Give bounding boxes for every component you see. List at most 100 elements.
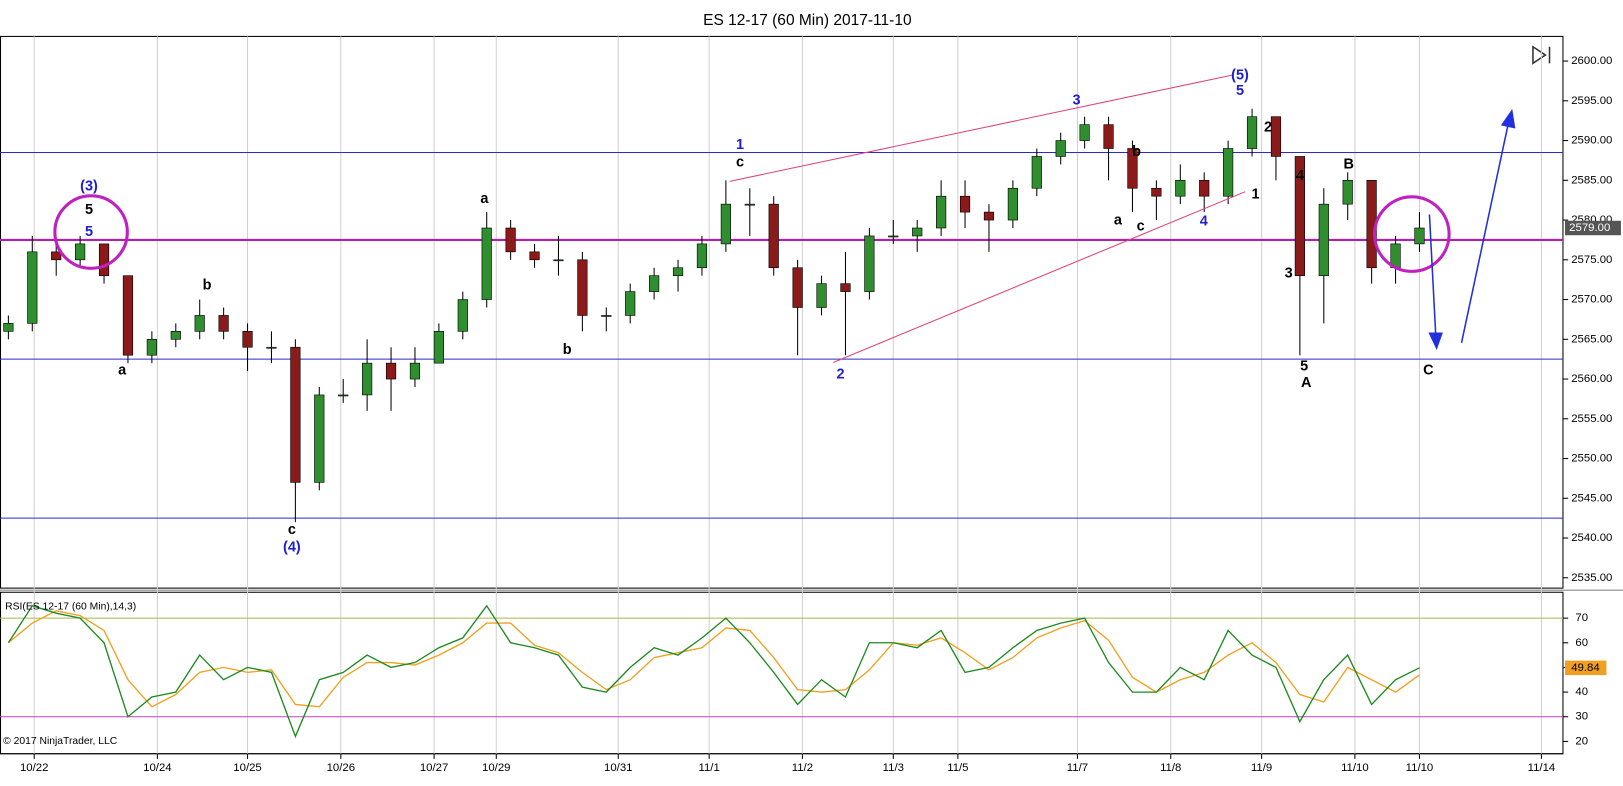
x-tick-label: 11/5 xyxy=(947,762,968,774)
candle-body xyxy=(1127,148,1138,189)
wave-label: c xyxy=(736,155,744,171)
wave-label: 5 xyxy=(1236,83,1244,99)
y-tick-label: 20 xyxy=(1575,735,1588,747)
wave-label: 5 xyxy=(85,224,93,240)
rsi-line xyxy=(7,604,1420,739)
y-tick-label: 2570.00 xyxy=(1571,294,1612,306)
wave-label: b xyxy=(203,278,212,294)
highlight-circle xyxy=(1373,195,1451,273)
candle-body xyxy=(218,315,229,332)
x-tick-label: 11/10 xyxy=(1341,762,1369,774)
y-tick-label: 2595.00 xyxy=(1571,95,1612,107)
candle-body xyxy=(146,338,157,356)
candle-body xyxy=(98,243,110,277)
highlight-circle xyxy=(53,194,129,270)
x-tick-label: 11/8 xyxy=(1160,762,1181,774)
candle-body xyxy=(481,227,492,300)
wave-label: (4) xyxy=(283,540,301,556)
candle-body xyxy=(577,259,588,316)
last-rsi-label: 49.84 xyxy=(1571,662,1599,674)
candle-body xyxy=(266,346,277,349)
x-tick-label: 10/26 xyxy=(327,762,355,774)
candle-body xyxy=(1175,179,1186,197)
candle-body xyxy=(385,362,397,380)
wave-label: 1 xyxy=(736,137,744,153)
arrow-line xyxy=(1460,124,1509,343)
candle-body xyxy=(983,211,995,221)
candle-body xyxy=(816,283,827,308)
wave-label: 3 xyxy=(1072,92,1080,108)
candle-body xyxy=(290,346,301,483)
arrow-head xyxy=(1428,332,1443,351)
x-tick-label: 10/24 xyxy=(143,762,171,774)
x-tick-label: 10/22 xyxy=(20,762,48,774)
x-tick-label: 11/14 xyxy=(1528,762,1556,774)
rsi-line xyxy=(7,610,1420,708)
last-price-box xyxy=(1565,220,1621,236)
wave-label: a xyxy=(118,363,127,379)
arrow-head xyxy=(1500,108,1516,129)
wave-label: a xyxy=(480,191,489,207)
candle-body xyxy=(792,267,803,308)
x-tick-label: 10/29 xyxy=(482,762,510,774)
y-tick-label: 30 xyxy=(1575,711,1588,723)
x-tick-label: 10/31 xyxy=(604,762,632,774)
rsi-title: RSI(ES 12-17 (60 Min),14,3) xyxy=(5,601,136,612)
rsi xyxy=(0,604,1563,739)
candle-body xyxy=(122,275,134,356)
candle-body xyxy=(338,394,349,397)
candle-body xyxy=(1055,140,1066,157)
play-icon[interactable] xyxy=(1532,45,1547,65)
wave-label: A xyxy=(1301,375,1312,391)
wave-label: C xyxy=(1423,363,1434,379)
trend-line xyxy=(833,191,1246,363)
wave-label: c xyxy=(288,522,296,538)
candle-body xyxy=(457,299,468,332)
candle-body xyxy=(1103,124,1114,149)
candle-body xyxy=(433,331,444,364)
candles xyxy=(3,108,1425,523)
candle-body xyxy=(1151,187,1162,197)
candle-body xyxy=(1031,156,1042,189)
candle-body xyxy=(1199,179,1210,197)
y-tick-label: 40 xyxy=(1575,686,1588,698)
y-tick-label: 2575.00 xyxy=(1571,254,1612,266)
wave-label: 3 xyxy=(1285,265,1293,281)
y-tick-label: 2560.00 xyxy=(1571,373,1612,385)
candle-body xyxy=(649,275,660,292)
wave-label: 1 xyxy=(1252,187,1260,203)
toolbar-icon[interactable] xyxy=(1532,45,1551,65)
y-tick-label: 2535.00 xyxy=(1571,572,1612,584)
x-tick-label: 10/27 xyxy=(420,762,448,774)
candle-body xyxy=(1294,156,1305,277)
candle-body xyxy=(744,203,755,206)
candle-body xyxy=(362,362,373,396)
x-tick-label: 10/25 xyxy=(233,762,261,774)
candle-body xyxy=(1270,116,1282,157)
candle-body xyxy=(1318,203,1329,277)
x-tick-label: 11/7 xyxy=(1067,762,1088,774)
candle-body xyxy=(1007,187,1018,221)
wave-label: (5) xyxy=(1231,68,1249,84)
wave-label: b xyxy=(563,342,572,358)
x-tick-label: 11/9 xyxy=(1251,762,1272,774)
candle-body xyxy=(601,315,612,317)
candle-body xyxy=(768,203,779,269)
candle-body xyxy=(1246,116,1258,149)
y-tick-label: 2545.00 xyxy=(1571,492,1612,504)
wave-label: a xyxy=(1114,212,1123,228)
candle-body xyxy=(1079,124,1090,141)
y-tick-label: 2585.00 xyxy=(1571,174,1612,186)
price-panel-border xyxy=(0,35,1564,589)
y-tick-label: 70 xyxy=(1575,612,1588,624)
candle-body xyxy=(672,267,684,277)
candle-body xyxy=(505,227,516,253)
wave-label: 4 xyxy=(1296,168,1304,184)
wave-label: 4 xyxy=(1200,214,1208,230)
candle-body xyxy=(51,251,62,261)
candle-body xyxy=(912,227,923,237)
candle-body xyxy=(840,283,851,292)
trend-line xyxy=(729,74,1234,182)
wave-label: 5 xyxy=(85,202,93,218)
